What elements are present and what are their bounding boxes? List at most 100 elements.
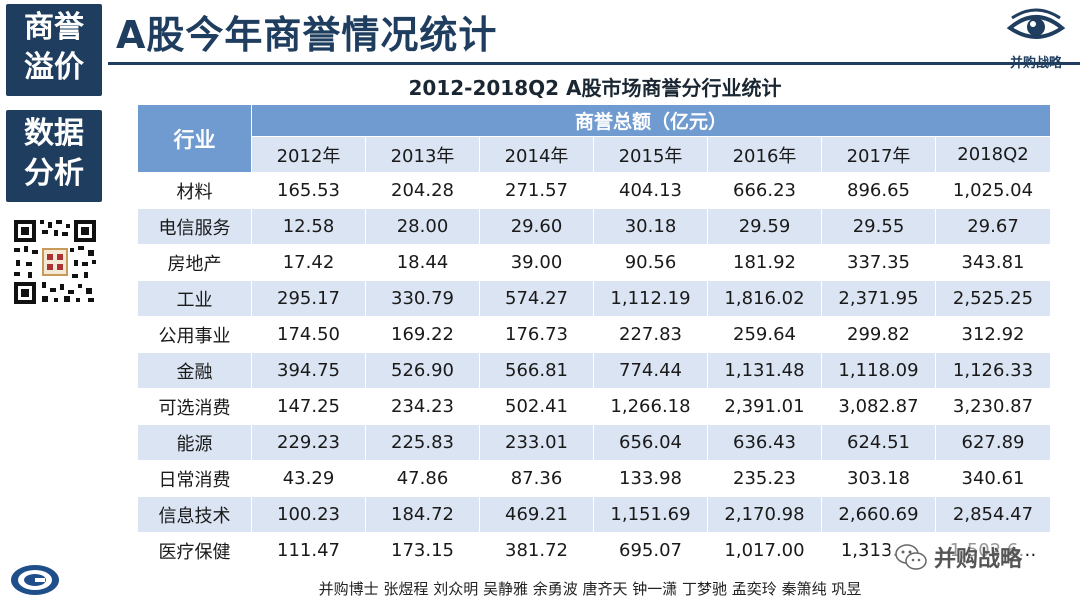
industry-cell: 工业 — [137, 280, 252, 317]
company-logo-icon — [11, 565, 59, 595]
column-header-year: 2013年 — [365, 136, 480, 173]
column-header-industry: 行业 — [137, 104, 252, 173]
value-cell: 1,017.00 — [707, 532, 822, 569]
value-cell: 12.58 — [251, 208, 366, 245]
industry-cell: 金融 — [137, 352, 252, 389]
value-cell: 165.53 — [251, 172, 366, 209]
qr-code-icon[interactable] — [12, 218, 98, 306]
value-cell: 3,082.87 — [821, 388, 936, 425]
value-cell: 28.00 — [365, 208, 480, 245]
watermark-text: 并购战略 — [934, 547, 1023, 572]
sidebar-block-data-analysis: 数据 分析 — [6, 110, 102, 202]
industry-cell: 能源 — [137, 424, 252, 461]
value-cell: 233.01 — [479, 424, 594, 461]
column-header-year: 2016年 — [707, 136, 822, 173]
value-cell: 1,151.69 — [593, 496, 708, 533]
value-cell: 1,025.04 — [935, 172, 1051, 209]
value-cell: 1,131.48 — [707, 352, 822, 389]
value-cell: 271.57 — [479, 172, 594, 209]
value-cell: 303.18 — [821, 460, 936, 497]
value-cell: 695.07 — [593, 532, 708, 569]
value-cell: 2,170.98 — [707, 496, 822, 533]
value-cell: 337.35 — [821, 244, 936, 281]
table-row: 信息技术 100.23 184.72 469.21 1,151.69 2,170.98 2,… — [137, 496, 1051, 533]
industry-cell: 材料 — [137, 172, 252, 209]
table-row: 材料 165.53 204.28 271.57 404.13 666.23 896.65 1,… — [137, 172, 1051, 209]
table-body: 材料 165.53 204.28 271.57 404.13 666.23 896.65 1,… — [137, 172, 1051, 569]
value-cell: 343.81 — [935, 244, 1051, 281]
value-cell: 17.42 — [251, 244, 366, 281]
value-cell: 340.61 — [935, 460, 1051, 497]
year-header-row: 2012年 2013年 2014年 2015年 2016年 2017年 2018Q2 — [138, 136, 1051, 173]
value-cell: 87.36 — [479, 460, 594, 497]
industry-cell: 公用事业 — [137, 316, 252, 353]
value-cell: 526.90 — [365, 352, 480, 389]
sidebar-block-goodwill-premium: 商誉 溢价 — [6, 4, 102, 96]
value-cell: 29.60 — [479, 208, 594, 245]
value-cell: 295.17 — [251, 280, 366, 317]
value-cell: 2,371.95 — [821, 280, 936, 317]
value-cell: 404.13 — [593, 172, 708, 209]
column-header-year: 2015年 — [593, 136, 708, 173]
watermark: 并购战略 — [890, 540, 1027, 574]
value-cell: 133.98 — [593, 460, 708, 497]
value-cell: 1,816.02 — [707, 280, 822, 317]
sidebar-block2-line1: 数据 — [24, 116, 84, 151]
sidebar-block1-line2: 溢价 — [24, 50, 84, 85]
value-cell: 90.56 — [593, 244, 708, 281]
value-cell: 204.28 — [365, 172, 480, 209]
value-cell: 235.23 — [707, 460, 822, 497]
value-cell: 1,126.33 — [935, 352, 1051, 389]
goodwill-table: 行业 商誉总额（亿元） 2012年 2013年 2014年 2015年 2016年 201… — [137, 104, 1051, 569]
value-cell: 2,525.25 — [935, 280, 1051, 317]
wechat-icon — [895, 544, 927, 570]
value-cell: 30.18 — [593, 208, 708, 245]
table-row: 金融 394.75 526.90 566.81 774.44 1,131.48 1,118.… — [137, 352, 1051, 389]
value-cell: 2,660.69 — [821, 496, 936, 533]
value-cell: 259.64 — [707, 316, 822, 353]
value-cell: 111.47 — [251, 532, 366, 569]
value-cell: 381.72 — [479, 532, 594, 569]
table-row: 医疗保健 111.47 173.15 381.72 695.07 1,017.00 1,31… — [137, 532, 1051, 569]
value-cell: 147.25 — [251, 388, 366, 425]
footer-authors: 并购博士 张煜程 刘众明 吴静雅 余勇波 唐齐天 钟一潇 丁梦驰 孟奕玲 秦箫纯… — [318, 580, 862, 598]
value-cell: 574.27 — [479, 280, 594, 317]
value-cell: 43.29 — [251, 460, 366, 497]
industry-cell: 房地产 — [137, 244, 252, 281]
value-cell: 312.92 — [935, 316, 1051, 353]
table-row: 房地产 17.42 18.44 39.00 90.56 181.92 337.35 343.8… — [137, 244, 1051, 281]
column-header-year: 2014年 — [479, 136, 594, 173]
table-row: 工业 295.17 330.79 574.27 1,112.19 1,816.02 2,37… — [137, 280, 1051, 317]
value-cell: 1,266.18 — [593, 388, 708, 425]
value-cell: 299.82 — [821, 316, 936, 353]
industry-cell: 电信服务 — [137, 208, 252, 245]
value-cell: 656.04 — [593, 424, 708, 461]
table-title: 2012-2018Q2 A股市场商誉分行业统计 — [408, 76, 782, 100]
value-cell: 29.55 — [821, 208, 936, 245]
value-cell: 330.79 — [365, 280, 480, 317]
value-cell: 184.72 — [365, 496, 480, 533]
column-header-year: 2018Q2 — [935, 136, 1051, 173]
value-cell: 2,854.47 — [935, 496, 1051, 533]
value-cell: 181.92 — [707, 244, 822, 281]
value-cell: 176.73 — [479, 316, 594, 353]
value-cell: 1,112.19 — [593, 280, 708, 317]
value-cell: 627.89 — [935, 424, 1051, 461]
value-cell: 169.22 — [365, 316, 480, 353]
column-header-year: 2012年 — [251, 136, 366, 173]
value-cell: 666.23 — [707, 172, 822, 209]
table-row: 电信服务 12.58 28.00 29.60 30.18 29.59 29.55 29.67 — [137, 208, 1051, 245]
value-cell: 173.15 — [365, 532, 480, 569]
brand-name: 并购战略 — [1009, 56, 1062, 71]
value-cell: 18.44 — [365, 244, 480, 281]
value-cell: 47.86 — [365, 460, 480, 497]
sidebar-block1-line1: 商誉 — [24, 10, 84, 45]
industry-cell: 信息技术 — [137, 496, 252, 533]
table-row: 公用事业 174.50 169.22 176.73 227.83 259.64 299.82… — [137, 316, 1051, 353]
industry-cell: 可选消费 — [137, 388, 252, 425]
industry-cell: 日常消费 — [137, 460, 252, 497]
value-cell: 502.41 — [479, 388, 594, 425]
brand-logo: 并购战略 — [1000, 6, 1072, 71]
sidebar: 商誉 溢价 数据 分析 — [0, 0, 108, 608]
eye-logo-icon — [1006, 8, 1066, 39]
